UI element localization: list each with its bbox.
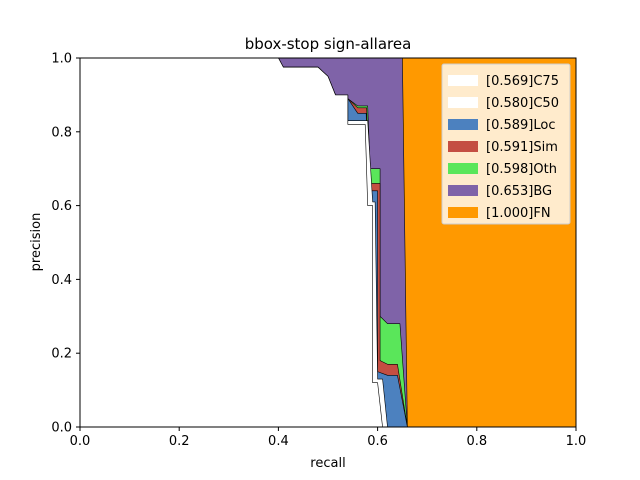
x-tick-label: 1.0	[566, 434, 587, 449]
legend-label: [0.653]BG	[486, 184, 552, 199]
x-tick-label: 0.4	[268, 434, 289, 449]
legend-swatch	[448, 185, 478, 196]
legend-swatch	[448, 141, 478, 152]
axes-frame	[79, 57, 577, 428]
y-axis: 0.0 0.2 0.4 0.6 0.8 1.0	[51, 52, 80, 436]
legend-label: [0.569]C75	[486, 74, 559, 89]
legend-swatch	[448, 207, 478, 218]
legend-swatch	[448, 119, 478, 130]
legend-label: [0.591]Sim	[486, 140, 558, 155]
chart-title: bbox-stop sign-allarea	[245, 35, 412, 53]
legend-swatch	[448, 163, 478, 174]
y-axis-label: precision	[29, 213, 44, 272]
x-tick-label: 0.6	[367, 434, 388, 449]
y-tick-label: 0.8	[51, 125, 72, 140]
x-tick-label: 0.0	[70, 434, 91, 449]
legend: [0.569]C75 [0.580]C50 [0.589]Loc [0.591]Sim…	[441, 63, 571, 225]
y-tick-label: 0.4	[51, 273, 72, 288]
legend-label: [0.589]Loc	[486, 118, 555, 133]
x-axis-label: recall	[310, 456, 345, 471]
area-c75	[79, 57, 383, 428]
x-axis: 0.0 0.2 0.4 0.6 0.8 1.0	[70, 427, 587, 449]
plot-area	[79, 57, 577, 428]
legend-label: [1.000]FN	[486, 206, 551, 221]
x-tick-label: 0.2	[169, 434, 190, 449]
y-tick-label: 0.0	[51, 421, 72, 436]
legend-swatch	[448, 75, 478, 86]
legend-label: [0.598]Oth	[486, 162, 557, 177]
y-tick-label: 0.6	[51, 199, 72, 214]
x-tick-label: 0.8	[466, 434, 487, 449]
legend-label: [0.580]C50	[486, 96, 559, 111]
y-tick-label: 1.0	[51, 52, 72, 67]
y-tick-label: 0.2	[51, 347, 72, 362]
legend-swatch	[448, 97, 478, 108]
